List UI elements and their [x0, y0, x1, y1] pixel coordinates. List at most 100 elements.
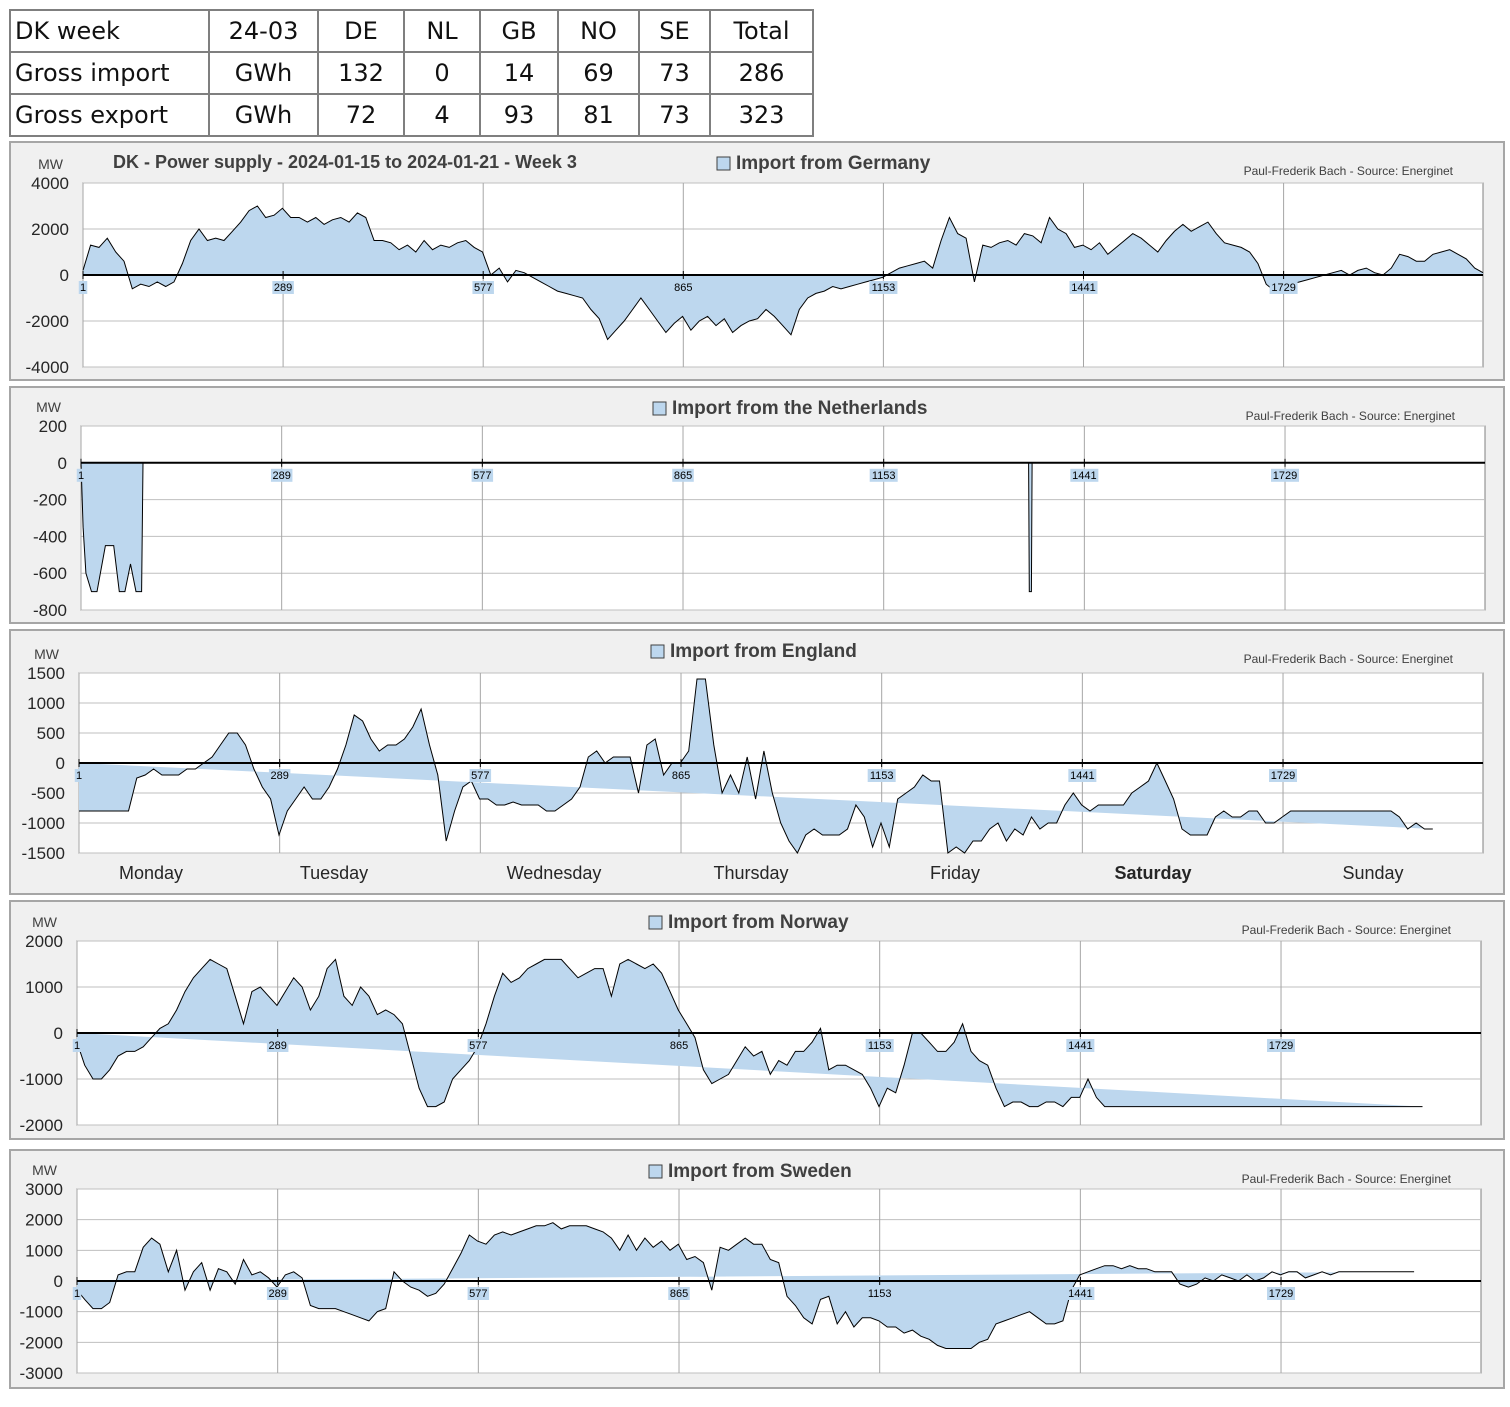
x-tick-label-group: 289 — [266, 1287, 289, 1300]
y-tick-label: -1000 — [20, 1070, 63, 1089]
x-tick-label-group: 289 — [272, 281, 294, 294]
series-line — [76, 1222, 1415, 1349]
legend-label: Import from Sweden — [668, 1161, 852, 1182]
y-tick-label: -2000 — [20, 1333, 63, 1352]
series-line — [76, 958, 1423, 1108]
summary-header-row: DK week 24-03 DE NL GB NO SE Total — [9, 9, 814, 53]
summary-cell: SE — [638, 9, 711, 53]
y-tick-label: 0 — [58, 454, 67, 473]
summary-cell: GWh — [208, 51, 319, 95]
summary-cell: 69 — [557, 51, 640, 95]
legend-swatch — [648, 1164, 663, 1179]
x-tick-label-group: 1153 — [869, 468, 898, 482]
chart-credit: Paul-Frederik Bach - Source: Energinet — [1242, 1172, 1452, 1186]
x-tick-label: 865 — [672, 770, 690, 782]
summary-cell: 4 — [403, 93, 481, 137]
legend-label: Import from Germany — [736, 153, 931, 174]
y-tick-label: 1000 — [25, 978, 63, 997]
x-tick-label-group: 1 — [72, 1287, 82, 1300]
x-tick-label-bg — [672, 468, 694, 482]
x-tick-label: 1729 — [1269, 1288, 1293, 1300]
x-tick-label-bg — [1066, 1287, 1095, 1300]
chart-credit: Paul-Frederik Bach - Source: Energinet — [1244, 652, 1454, 666]
sweden-chart-panel: 3000 2000 1000 0 -1000 -2000 -3000 MW 1 289 577 865… — [9, 1149, 1505, 1389]
x-tick-label: 577 — [474, 282, 492, 294]
x-tick-label-bg — [670, 769, 692, 782]
summary-cell: 73 — [638, 51, 711, 95]
x-tick-label: 1153 — [870, 770, 894, 782]
netherlands-chart-panel: 200 0 -200 -400 -600 -800 MW 1 289 577 865 1153 1441… — [9, 386, 1505, 624]
y-axis-unit: MW — [32, 1162, 58, 1178]
series-line — [80, 462, 1485, 593]
x-tick-label: 1441 — [1071, 282, 1095, 294]
y-tick-label: -1500 — [22, 844, 65, 863]
x-tick-label-group: 1153 — [865, 1039, 894, 1052]
x-tick-label: 865 — [674, 282, 692, 294]
x-tick-label-group: 1441 — [1066, 1287, 1095, 1300]
germany-chart: 4000 2000 0 -2000 -4000 MW 1 289 577 865 1153 1441 1… — [26, 152, 1484, 377]
sweden-chart: 3000 2000 1000 0 -1000 -2000 -3000 MW 1 289 577 865… — [20, 1161, 1482, 1383]
x-tick-label: 1 — [76, 770, 82, 782]
y-axis-unit: MW — [36, 399, 62, 415]
summary-cell: 73 — [638, 93, 711, 137]
legend-swatch — [648, 915, 663, 930]
y-tick-label: 200 — [39, 417, 67, 436]
summary-cell: DK week — [9, 9, 210, 53]
x-tick-label-group: 1441 — [1070, 468, 1099, 482]
x-tick-label-group: 1441 — [1066, 1039, 1095, 1052]
x-tick-label: 289 — [272, 470, 290, 482]
x-tick-label-bg — [672, 281, 695, 294]
summary-cell: GWh — [208, 93, 319, 137]
y-tick-label: 2000 — [25, 932, 63, 951]
weekday-label: Saturday — [1114, 863, 1191, 883]
y-tick-label: -600 — [33, 564, 67, 583]
x-tick-label-bg — [869, 468, 898, 482]
summary-cell: 93 — [479, 93, 559, 137]
x-tick-label-group: 1153 — [867, 769, 896, 782]
x-tick-label-group: 289 — [266, 1039, 289, 1052]
x-tick-label-bg — [1069, 281, 1098, 294]
x-tick-label: 1153 — [868, 1040, 892, 1052]
chart-credit: Paul-Frederik Bach - Source: Energinet — [1244, 164, 1454, 178]
weekday-label: Thursday — [713, 863, 788, 883]
summary-cell: 24-03 — [208, 9, 319, 53]
series-area — [79, 679, 1433, 853]
legend-swatch — [716, 156, 731, 171]
x-tick-label: 1 — [74, 1288, 80, 1300]
series-area — [77, 1222, 1415, 1349]
x-tick-label-bg — [270, 468, 293, 482]
x-tick-label-bg — [668, 1039, 690, 1052]
summary-cell: NL — [403, 9, 481, 53]
x-tick-label-bg — [668, 1287, 690, 1300]
x-tick-label: 289 — [274, 282, 292, 294]
x-tick-label: 1 — [78, 470, 84, 482]
summary-cell: 72 — [317, 93, 405, 137]
x-tick-label-bg — [266, 1039, 289, 1052]
legend-swatch — [650, 644, 665, 659]
legend-swatch — [652, 401, 667, 416]
weekday-label: Tuesday — [300, 863, 368, 883]
weekday-label: Monday — [119, 863, 183, 883]
y-tick-label: 3000 — [25, 1180, 63, 1199]
x-tick-label: 1441 — [1070, 770, 1094, 782]
x-tick-label-bg — [1267, 1287, 1296, 1300]
y-tick-label: -3000 — [20, 1364, 63, 1383]
chart-title: DK - Power supply - 2024-01-15 to 2024-0… — [113, 152, 577, 172]
x-tick-label-bg — [471, 468, 494, 482]
y-tick-label: 2000 — [25, 1211, 63, 1230]
x-tick-label: 289 — [270, 770, 288, 782]
y-tick-label: -1000 — [20, 1303, 63, 1322]
summary-cell: Gross import — [9, 51, 210, 95]
x-tick-label-group: 865 — [672, 468, 694, 482]
norway-chart-panel: 2000 1000 0 -1000 -2000 MW 1 289 577 865 1153 1441 1… — [9, 900, 1505, 1140]
x-tick-label-bg — [72, 1039, 82, 1052]
summary-cell: Gross export — [9, 93, 210, 137]
y-axis-unit: MW — [34, 646, 60, 662]
x-tick-label: 1441 — [1068, 1288, 1092, 1300]
summary-cell: GB — [479, 9, 559, 53]
legend-label: Import from the Netherlands — [672, 398, 927, 419]
x-tick-label: 577 — [473, 470, 491, 482]
y-tick-label: 0 — [60, 266, 69, 285]
x-tick-label-bg — [869, 281, 898, 294]
x-tick-label-group: 577 — [467, 1039, 490, 1052]
